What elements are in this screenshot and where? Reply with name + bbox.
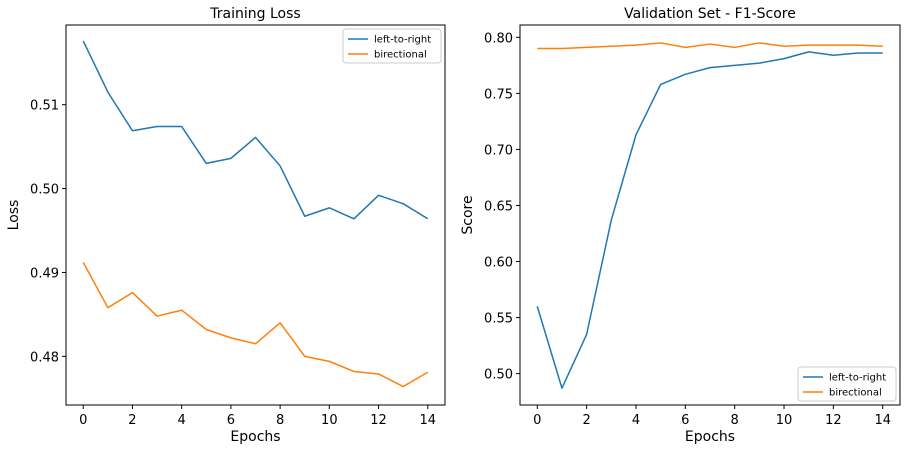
loss-y-tick-label: 0.51 — [30, 99, 59, 114]
f1-x-tick-label: 2 — [582, 413, 590, 428]
f1-legend-label-0: left-to-right — [829, 373, 886, 384]
f1-y-axis-label: Score — [460, 195, 476, 234]
loss-x-tick-label: 12 — [370, 413, 387, 428]
f1-x-tick-label: 14 — [874, 413, 891, 428]
loss-x-tick-label: 6 — [227, 413, 235, 428]
loss-x-tick-label: 8 — [276, 413, 284, 428]
f1-y-tick-label: 0.75 — [484, 87, 513, 102]
loss-legend-label-1: birectional — [374, 50, 427, 61]
loss-chart-title: Training Loss — [209, 6, 300, 22]
f1-x-tick-label: 6 — [681, 413, 689, 428]
f1-x-tick-label: 10 — [776, 413, 793, 428]
loss-x-axis-label: Epochs — [230, 429, 280, 445]
f1-y-tick-label: 0.70 — [484, 143, 513, 158]
loss-y-tick-label: 0.48 — [30, 350, 59, 365]
f1-y-tick-label: 0.60 — [484, 256, 513, 271]
f1-x-tick-label: 4 — [632, 413, 640, 428]
f1-axes: Validation Set - F1-Score 0 2 4 6 8 10 12 14 0.50… — [460, 6, 901, 445]
f1-plot-frame — [519, 24, 901, 406]
f1-y-tick-label: 0.50 — [484, 368, 513, 383]
loss-x-tick-label: 14 — [419, 413, 436, 428]
f1-chart-title: Validation Set - F1-Score — [624, 6, 796, 22]
loss-y-tick-label: 0.49 — [30, 266, 59, 281]
f1-series-line-1 — [537, 42, 883, 50]
f1-x-axis-label: Epochs — [685, 429, 735, 445]
loss-series-line-0 — [82, 40, 429, 220]
f1-x-tick-label: 12 — [825, 413, 842, 428]
loss-x-tick-label: 4 — [178, 413, 186, 428]
f1-series-line-0 — [536, 51, 883, 389]
loss-legend-label-0: left-to-right — [374, 35, 431, 46]
f1-y-tick-label: 0.55 — [484, 312, 513, 327]
f1-x-tick-label: 8 — [731, 413, 739, 428]
loss-x-tick-label: 10 — [321, 413, 338, 428]
loss-axes: Training Loss 0 2 4 6 8 10 12 14 0.48 0.49 0.50 0.51… — [6, 6, 446, 445]
loss-legend: left-to-right birectional — [342, 28, 442, 64]
f1-x-tick-label: 0 — [533, 413, 541, 428]
f1-legend-label-1: birectional — [829, 388, 882, 399]
loss-x-tick-label: 2 — [128, 413, 136, 428]
f1-y-tick-label: 0.80 — [484, 31, 513, 46]
f1-y-tick-label: 0.65 — [484, 199, 513, 214]
loss-y-axis-label: Loss — [6, 200, 22, 231]
f1-legend: left-to-right birectional — [797, 366, 897, 402]
loss-y-tick-label: 0.50 — [30, 183, 59, 198]
loss-series-line-1 — [82, 262, 429, 388]
loss-x-tick-label: 0 — [79, 413, 87, 428]
loss-plot-frame — [65, 24, 446, 406]
